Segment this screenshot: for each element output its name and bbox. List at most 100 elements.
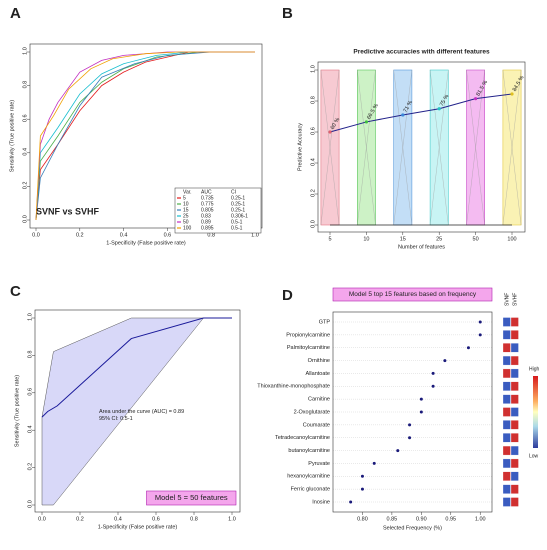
legend-ci: 0.306-1 — [231, 213, 248, 219]
y-tick-label: 0.8 — [22, 81, 28, 89]
category-label: Coumarate — [303, 422, 330, 428]
legend-auc: 0.775 — [201, 201, 214, 207]
legend-auc: 0.89 — [201, 219, 211, 225]
x-tick-label: 1.0 — [251, 232, 259, 238]
x-tick-label: 0.90 — [416, 516, 427, 522]
roc-curve — [35, 51, 255, 221]
x-tick-label: 0.6 — [152, 516, 160, 522]
category-label: Palmitoylcarnitine — [287, 345, 330, 351]
chart-title: Predictive accuracies with different fea… — [353, 49, 490, 56]
heat-cell — [502, 420, 511, 430]
frequency-dot — [431, 371, 435, 375]
heat-cell — [510, 330, 519, 340]
value-label: 71 % — [403, 100, 415, 114]
x-tick-label: 0.4 — [120, 232, 128, 238]
heat-cell — [502, 381, 511, 391]
value-label: 60 % — [330, 117, 342, 131]
heat-cell — [502, 484, 511, 494]
x-tick-label: 0.95 — [445, 516, 456, 522]
roc-curve — [35, 51, 255, 221]
x-axis-label: 1-Specificity (False positive rate) — [106, 240, 186, 246]
heat-cell — [510, 368, 519, 379]
category-label: Ornithine — [308, 358, 330, 364]
y-tick-label: 1.0 — [22, 47, 28, 55]
chart-title: Model 5 top 15 features based on frequen… — [349, 291, 477, 298]
heat-cell — [502, 471, 511, 481]
legend-ci: 0.25-1 — [231, 201, 245, 207]
frequency-dot — [408, 436, 412, 440]
heat-cell — [510, 343, 519, 353]
band-cross — [466, 69, 485, 226]
category-label: 2-Oxoglutarate — [294, 409, 330, 415]
heat-cell — [502, 433, 511, 443]
y-axis-label: Predictive Accuracy — [297, 123, 303, 171]
panel-letter: B — [282, 5, 293, 22]
legend-label: 25 — [183, 213, 189, 219]
band-cross — [357, 69, 376, 226]
model-label: Model 5 = 50 features — [155, 493, 228, 502]
legend-label: 100 — [183, 225, 192, 231]
heat-cell — [510, 381, 519, 391]
x-tick-label: 0.2 — [76, 516, 84, 522]
frequency-dot — [396, 449, 400, 453]
heat-cell — [510, 445, 519, 456]
panel-letter: A — [10, 5, 21, 22]
heat-cell — [510, 317, 519, 327]
x-tick-label: 1.00 — [475, 516, 486, 522]
y-tick-label: 1.0 — [27, 313, 33, 321]
band-cross — [429, 69, 449, 226]
category-label: Ferric gluconate — [291, 487, 330, 493]
legend-auc: 0.895 — [201, 225, 214, 231]
heat-cell — [502, 355, 511, 366]
frequency-dot — [443, 359, 447, 363]
y-tick-label: 0.2 — [22, 182, 28, 190]
accuracy-point — [510, 92, 514, 96]
band-cross — [502, 69, 522, 226]
x-tick-label: 5 — [328, 236, 331, 242]
model-label-box — [146, 490, 237, 506]
category-label: butanoylcarnitine — [288, 448, 330, 454]
value-label: 75 % — [439, 94, 451, 108]
heat-cell — [502, 458, 511, 469]
heat-cell — [510, 484, 519, 494]
x-tick-label: 0.85 — [387, 516, 398, 522]
frequency-dot — [372, 461, 376, 465]
x-tick-label: 0.0 — [38, 516, 46, 522]
heat-cell — [510, 394, 519, 404]
legend-label: 10 — [183, 201, 189, 207]
plot-frame — [29, 43, 263, 229]
category-label: Propionylcarnitine — [286, 332, 330, 338]
accuracy-point — [328, 130, 332, 134]
legend-header: Var. — [183, 189, 192, 195]
legend-header: AUC — [201, 189, 212, 195]
x-tick-label: 10 — [363, 236, 369, 242]
roc-curve — [35, 51, 255, 221]
category-label: Tetradecanoylcarnitine — [275, 435, 330, 441]
plot-frame — [34, 309, 241, 513]
panel-letter: D — [282, 287, 293, 304]
y-tick-label: 0.2 — [27, 463, 33, 471]
heat-cell — [502, 407, 511, 417]
legend-label: 5 — [183, 195, 186, 201]
category-label: GTP — [319, 319, 331, 325]
roc-curve — [41, 317, 232, 418]
panel-letter: C — [10, 283, 21, 300]
frequency-dot — [431, 384, 435, 388]
heat-cell — [502, 368, 511, 379]
heat-cell — [510, 407, 519, 417]
x-tick-label: 100 — [507, 236, 516, 242]
frequency-dot — [419, 397, 423, 401]
category-label: Inosine — [312, 499, 330, 505]
y-axis-label: Sensitivity (True positive rate) — [9, 100, 15, 172]
band-cross — [320, 69, 340, 226]
x-tick-label: 50 — [473, 236, 479, 242]
legend-ci: 0.5-1 — [231, 219, 243, 225]
legend-ci: 0.25-1 — [231, 195, 245, 201]
y-tick-label: 0.4 — [27, 425, 33, 433]
heat-column-label: SVHF — [512, 293, 518, 306]
y-tick-label: 0.0 — [27, 500, 33, 508]
frequency-dot — [478, 333, 482, 337]
frequency-dot — [360, 474, 364, 478]
y-axis-label: Sensitivity (True positive rate) — [14, 375, 20, 447]
x-tick-label: 0.2 — [76, 232, 84, 238]
